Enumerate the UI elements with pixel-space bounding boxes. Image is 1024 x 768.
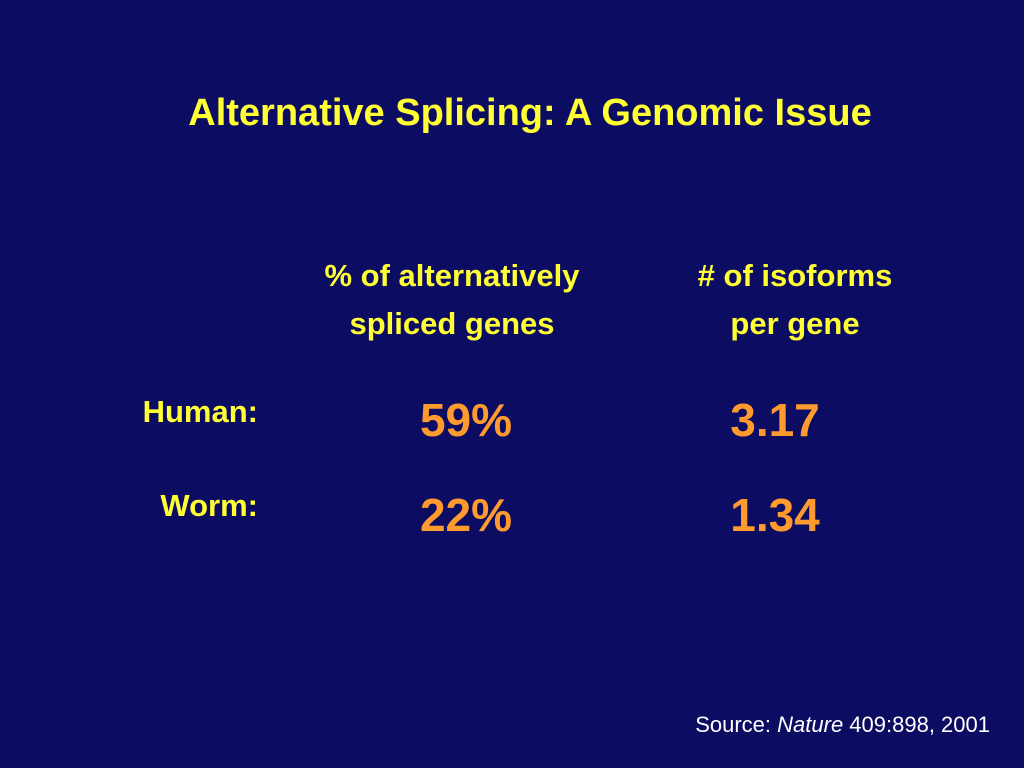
header-line: per gene xyxy=(730,306,860,341)
source-text: 409:898, 2001 xyxy=(843,712,990,737)
cell: 22% xyxy=(419,489,513,541)
column-header: % of alternatively spliced genes xyxy=(272,252,632,348)
journal-name: Nature xyxy=(777,712,844,737)
cell: 3.17 xyxy=(730,394,820,446)
column-header: # of isoforms per gene xyxy=(615,252,975,348)
header-line: spliced genes xyxy=(349,306,555,341)
slide-title: Alternative Splicing: A Genomic Issue xyxy=(188,92,872,134)
source-text: Source: xyxy=(695,712,778,737)
row-label: Human: xyxy=(142,394,258,429)
header-line: % of alternatively xyxy=(324,258,580,293)
row-label: Worm: xyxy=(160,488,258,523)
header-line: # of isoforms xyxy=(697,258,893,293)
cell: 1.34 xyxy=(730,489,820,541)
source-note: Source: Nature 409:898, 2001 xyxy=(695,712,990,738)
cell: 59% xyxy=(419,394,513,446)
